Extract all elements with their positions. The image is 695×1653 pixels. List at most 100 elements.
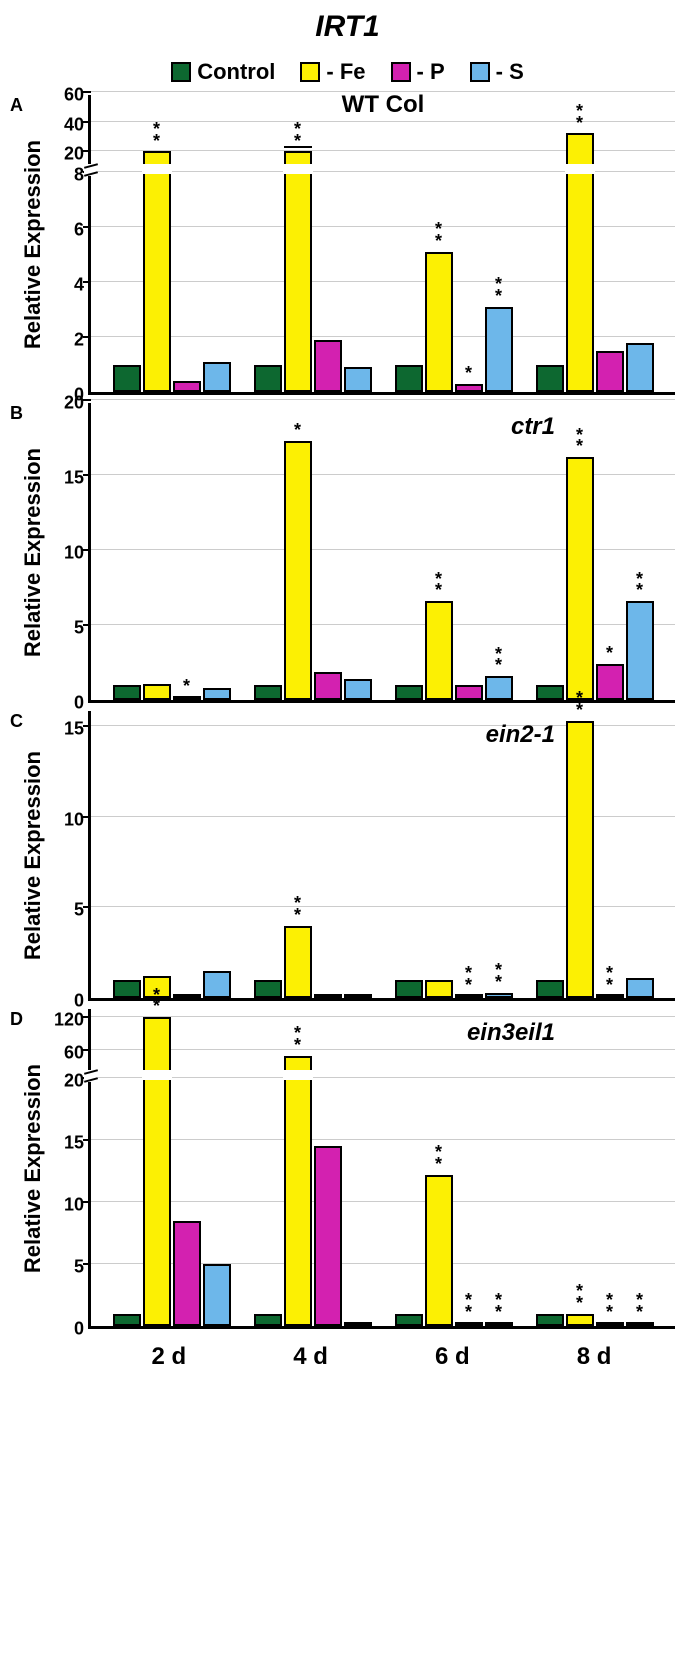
- bar: *: [455, 384, 483, 392]
- bar: [203, 971, 231, 998]
- tick-mark: [83, 91, 91, 93]
- bar: * *: [425, 601, 453, 700]
- bar: * *: [143, 1017, 171, 1326]
- bar: * *: [485, 993, 513, 998]
- y-tick-label: 20: [64, 144, 84, 165]
- significance-marker: * *: [465, 968, 472, 991]
- panel-title: WT Col: [342, 91, 425, 119]
- bar: * *: [485, 1322, 513, 1326]
- panels-container: ARelative Expression02468204060WT Col* *…: [20, 95, 675, 1371]
- panel-letter: A: [10, 95, 23, 116]
- y-tick-label: 0: [74, 1319, 84, 1340]
- y-tick-label: 40: [64, 114, 84, 135]
- y-tick-label: 10: [64, 543, 84, 564]
- panel-A: ARelative Expression02468204060WT Col* *…: [20, 95, 675, 395]
- bar-group: * ** *: [536, 721, 654, 998]
- bar: [113, 1314, 141, 1326]
- significance-marker: * *: [576, 1286, 583, 1309]
- legend-label: - Fe: [326, 59, 365, 85]
- plot-area: ctr1*** ** ** *** *: [88, 403, 675, 703]
- bar: * *: [485, 307, 513, 392]
- y-axis: 02468204060: [48, 95, 88, 395]
- significance-marker: *: [606, 648, 613, 660]
- tick-mark: [83, 1016, 91, 1018]
- bar-group: [113, 971, 231, 998]
- significance-marker: * *: [435, 1147, 442, 1170]
- y-axis-label: Relative Expression: [20, 448, 46, 657]
- bar-group: * *: [254, 1056, 372, 1327]
- y-tick-label: 5: [74, 618, 84, 639]
- legend-item: Control: [171, 59, 275, 85]
- y-tick-label: 20: [64, 1071, 84, 1092]
- y-axis-label: Relative Expression: [20, 140, 46, 349]
- bar: [203, 688, 231, 700]
- panel-letter: B: [10, 403, 23, 424]
- y-tick-label: 5: [74, 900, 84, 921]
- bar: [173, 381, 201, 392]
- bar: [395, 980, 423, 998]
- bar-group: * ** ** *: [536, 1314, 654, 1326]
- significance-marker: * *: [465, 1295, 472, 1318]
- tick-mark: [83, 399, 91, 401]
- bar: [344, 1322, 372, 1326]
- tick-mark: [83, 1201, 91, 1203]
- axis-break-icon: [84, 1070, 98, 1082]
- bar-group: *: [113, 684, 231, 701]
- axis-break-icon: [84, 164, 98, 176]
- y-axis-label: Relative Expression: [20, 751, 46, 960]
- significance-marker: * *: [153, 124, 160, 147]
- y-axis: 051015: [48, 711, 88, 1001]
- bar: [344, 367, 372, 392]
- significance-marker: * *: [435, 574, 442, 597]
- legend-label: - P: [417, 59, 445, 85]
- legend: Control- Fe- P- S: [20, 59, 675, 85]
- significance-marker: * *: [495, 1295, 502, 1318]
- bar: * *: [143, 151, 171, 392]
- bar: [395, 1314, 423, 1326]
- panel-B: BRelative Expression05101520ctr1*** ** *…: [20, 403, 675, 703]
- bar: [536, 1314, 564, 1326]
- bar-group: * * * * *: [536, 457, 654, 700]
- y-tick-label: 10: [64, 1195, 84, 1216]
- bar: [314, 672, 342, 701]
- bars-container: * ** ** *** ** *: [91, 95, 675, 392]
- legend-item: - P: [391, 59, 445, 85]
- significance-marker: *: [294, 425, 301, 437]
- plot-area: ein2-1* ** ** ** ** *: [88, 711, 675, 1001]
- bar: * *: [626, 601, 654, 700]
- bar-group: * *: [254, 151, 372, 392]
- x-tick-label: 6 d: [435, 1343, 470, 1371]
- bar: [536, 685, 564, 700]
- bar: [254, 1314, 282, 1326]
- bar: [314, 994, 342, 998]
- bar: * *: [566, 457, 594, 700]
- significance-marker: * *: [435, 224, 442, 247]
- bar: * *: [626, 1322, 654, 1326]
- y-tick-label: 15: [64, 468, 84, 489]
- bar-group: * *** *: [395, 252, 513, 392]
- bar: [113, 980, 141, 998]
- bar: * *: [455, 1322, 483, 1326]
- bar-group: * ** ** *: [395, 1175, 513, 1326]
- y-tick-label: 6: [74, 220, 84, 241]
- bar: [455, 685, 483, 700]
- panel-letter: C: [10, 711, 23, 732]
- significance-marker: * *: [495, 965, 502, 988]
- tick-mark: [83, 816, 91, 818]
- tick-mark: [83, 1263, 91, 1265]
- bars-container: * * * * * * * * * * *: [91, 403, 675, 700]
- bar: [314, 1146, 342, 1326]
- y-axis-label: Relative Expression: [20, 1064, 46, 1273]
- bar: * *: [485, 676, 513, 700]
- bar: *: [173, 696, 201, 700]
- panel-C: CRelative Expression051015ein2-1* ** ** …: [20, 711, 675, 1001]
- y-tick-label: 60: [64, 85, 84, 106]
- bar: * *: [284, 151, 312, 392]
- bar-group: * *: [254, 926, 372, 999]
- bar: * *: [455, 994, 483, 998]
- bar: [536, 365, 564, 393]
- tick-mark: [83, 121, 91, 123]
- legend-swatch: [171, 62, 191, 82]
- plot-area: WT Col* ** ** *** ** *: [88, 95, 675, 395]
- bar: [173, 994, 201, 998]
